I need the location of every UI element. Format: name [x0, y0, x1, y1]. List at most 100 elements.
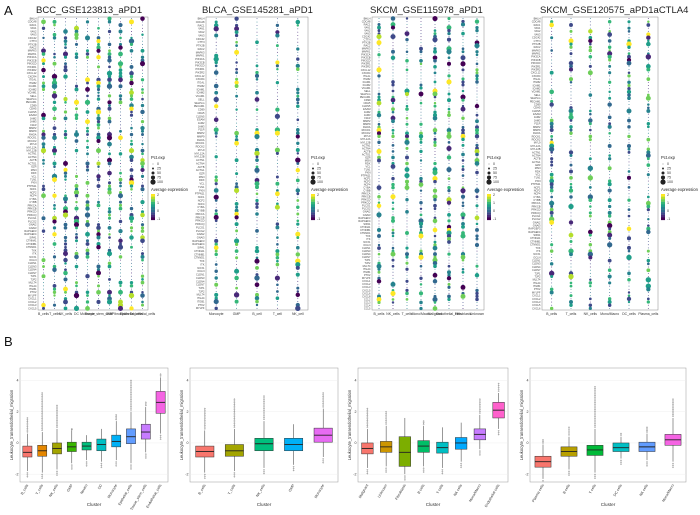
outlier-point	[100, 466, 103, 469]
expression-dot	[297, 31, 299, 33]
expression-dot	[406, 30, 408, 32]
expression-dot	[607, 242, 613, 248]
gene-label: CLDN3	[28, 264, 37, 268]
expression-dot	[98, 278, 99, 280]
expression-dot	[448, 144, 450, 146]
outlier-point	[460, 462, 462, 465]
expression-dot	[462, 241, 464, 243]
expression-dot	[570, 75, 572, 77]
outlier-point	[497, 431, 500, 434]
expression-dot	[97, 284, 100, 288]
expression-dot	[256, 142, 258, 144]
expression-dot	[119, 181, 122, 185]
expression-dot	[462, 45, 464, 47]
expression-dot	[65, 88, 66, 90]
color-legend-swatch	[487, 217, 491, 221]
expression-dot	[96, 45, 101, 50]
expression-dot	[107, 100, 112, 105]
expression-dot	[646, 147, 651, 151]
expression-dot	[142, 66, 143, 68]
gene-label: PIK3R2	[362, 65, 371, 69]
expression-dot	[295, 19, 301, 25]
expression-dot	[570, 161, 572, 163]
expression-dot	[376, 100, 382, 106]
expression-dot	[129, 158, 134, 163]
gene-label: ITGA4	[29, 284, 37, 288]
expression-dot	[52, 135, 57, 141]
expression-dot	[378, 63, 380, 65]
expression-dot	[98, 295, 99, 296]
expression-dot	[462, 150, 464, 152]
expression-dot	[65, 105, 66, 106]
expression-dot	[120, 121, 121, 123]
gene-label: CXCL3	[28, 303, 37, 307]
size-legend-dot	[661, 171, 665, 175]
expression-dot	[448, 223, 450, 225]
expression-dot	[120, 198, 121, 200]
expression-dot	[588, 128, 592, 132]
expression-dot	[628, 158, 630, 160]
expression-dot	[297, 75, 299, 77]
expression-dot	[109, 179, 110, 181]
expression-dot	[65, 204, 66, 206]
expression-dot	[446, 155, 452, 160]
expression-dot	[420, 117, 422, 119]
expression-dot	[434, 108, 436, 110]
gene-label: ICAM2	[197, 91, 205, 95]
gene-label: ACTN1	[28, 152, 37, 156]
expression-dot	[461, 201, 465, 205]
expression-dot	[276, 51, 278, 53]
expression-dot	[63, 286, 68, 292]
expression-dot	[256, 95, 258, 97]
expression-dot	[589, 78, 591, 80]
color-legend-label: 2	[493, 193, 495, 197]
expression-dot	[234, 138, 239, 142]
expression-dot	[75, 284, 78, 288]
expression-dot	[570, 288, 572, 290]
expression-dot	[391, 143, 395, 147]
expression-dot	[405, 198, 409, 202]
size-legend-label: 100	[667, 180, 673, 184]
expression-dot	[254, 295, 260, 301]
outlier-point	[460, 466, 462, 469]
expression-dot	[432, 176, 438, 182]
expression-dot	[628, 65, 630, 67]
expression-dot	[43, 201, 44, 203]
expression-dot	[120, 140, 121, 142]
expression-dot	[589, 91, 591, 93]
expression-dot	[120, 146, 121, 148]
expression-dot	[108, 236, 111, 239]
expression-dot	[419, 137, 423, 141]
outlier-point	[594, 396, 596, 398]
expression-dot	[589, 132, 591, 134]
expression-dot	[118, 200, 123, 204]
expression-dot	[95, 270, 102, 276]
expression-dot	[236, 260, 238, 262]
expression-dot	[142, 76, 143, 78]
gene-label: NCF4	[534, 192, 541, 196]
expression-dot	[131, 85, 132, 87]
expression-dot	[406, 27, 408, 29]
expression-dot	[588, 134, 593, 139]
expression-dot	[627, 30, 631, 33]
expression-dot	[406, 48, 408, 50]
expression-dot	[43, 98, 44, 100]
expression-dot	[549, 121, 554, 126]
outlier-point	[56, 411, 58, 413]
expression-dot	[646, 173, 650, 177]
expression-dot	[87, 198, 88, 200]
expression-dot	[96, 87, 101, 92]
expression-dot	[63, 74, 68, 79]
outlier-point	[366, 414, 369, 417]
outlier-point	[479, 454, 481, 456]
expression-dot	[215, 163, 217, 164]
expression-dot	[54, 301, 55, 303]
expression-dot	[275, 175, 279, 179]
expression-dot	[275, 249, 280, 254]
expression-dot	[406, 57, 408, 59]
expression-dot	[84, 99, 91, 105]
gene-label: ICAM1	[533, 83, 541, 87]
color-legend-label: -1	[317, 217, 320, 221]
expression-dot	[434, 214, 436, 216]
expression-dot	[140, 167, 145, 173]
